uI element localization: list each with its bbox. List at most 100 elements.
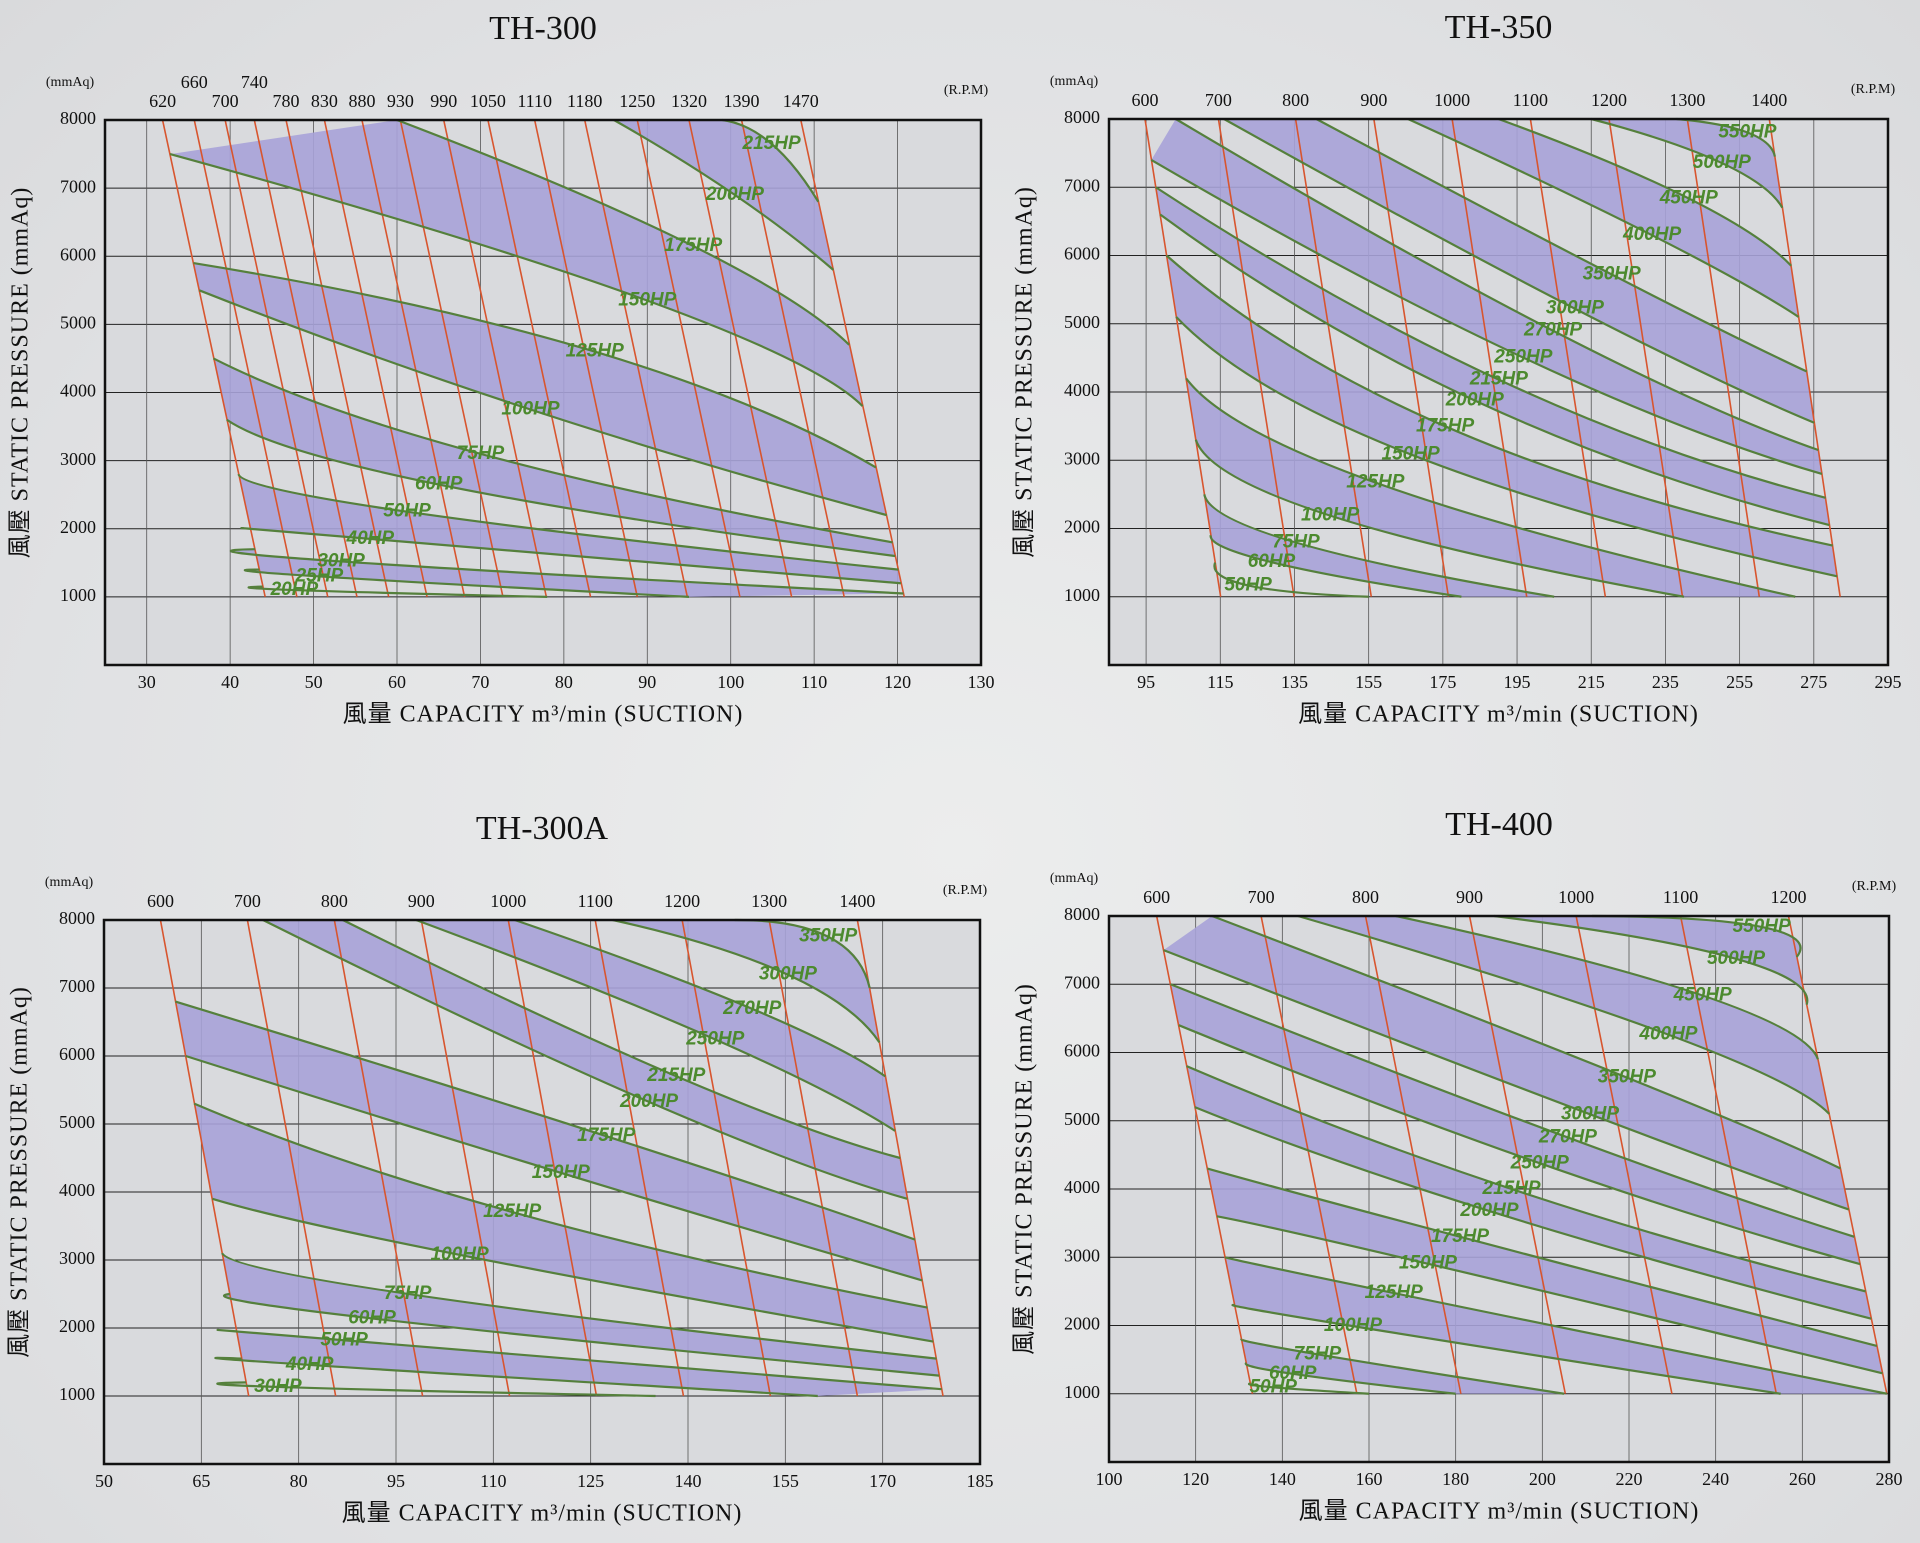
- hp-curve: [1175, 316, 1838, 578]
- y-tick-label: 5000: [59, 1112, 95, 1132]
- hp-label: 300HP: [1546, 298, 1604, 319]
- rpm-line: [420, 919, 511, 1397]
- hp-label: 200HP: [1459, 1200, 1518, 1221]
- hp-band: [1170, 984, 1860, 1265]
- hp-label: 175HP: [1416, 415, 1474, 436]
- rpm-label: 1200: [664, 891, 700, 911]
- x-axis-label: 風量 CAPACITY m³/min (SUCTION): [343, 702, 744, 728]
- x-tick-label: 140: [675, 1471, 702, 1491]
- chart-title: TH-300: [489, 10, 597, 47]
- rpm-label: 1300: [1669, 90, 1705, 110]
- hp-curve: [1231, 1303, 1781, 1395]
- x-axis-label: 風量 CAPACITY m³/min (SUCTION): [1299, 1499, 1700, 1525]
- hp-label: 250HP: [685, 1028, 744, 1049]
- x-tick-label: 200: [1529, 1469, 1556, 1489]
- hp-curve: [198, 289, 888, 517]
- rpm-line: [1787, 915, 1888, 1394]
- hp-curve: [240, 526, 902, 585]
- rpm-unit: (R.P.M): [944, 83, 989, 98]
- pressure-unit: (mmAq): [1050, 74, 1099, 89]
- x-tick-label: 80: [555, 672, 573, 692]
- x-tick-label: 280: [1876, 1469, 1903, 1489]
- hp-label: 215HP: [742, 133, 801, 154]
- hp-band: [222, 1253, 940, 1376]
- hp-label: 60HP: [1269, 1363, 1317, 1384]
- x-tick-label: 95: [387, 1471, 405, 1491]
- hp-label: 100HP: [1301, 505, 1359, 526]
- hp-label: 30HP: [254, 1376, 302, 1397]
- hp-curve: [1498, 117, 1792, 267]
- hp-curve: [1223, 118, 1815, 424]
- rpm-line: [594, 919, 685, 1397]
- rpm-line: [636, 119, 741, 598]
- y-tick-label: 6000: [60, 244, 96, 264]
- hp-label: 50HP: [1224, 574, 1272, 595]
- y-tick-label: 5000: [60, 313, 96, 333]
- hp-label: 175HP: [1431, 1226, 1489, 1247]
- plot-frame: [103, 118, 983, 667]
- hp-curve: [216, 1381, 656, 1398]
- hp-curve: [1395, 914, 1819, 1060]
- hp-label: 270HP: [1523, 320, 1582, 341]
- rpm-label: 700: [1205, 90, 1232, 110]
- rpm-label: 880: [348, 91, 375, 111]
- rpm-line: [1679, 915, 1778, 1394]
- x-tick-label: 30: [138, 672, 156, 692]
- hp-curve: [1315, 118, 1808, 373]
- hp-label: 125HP: [566, 341, 624, 362]
- rpm-label: 660: [181, 72, 208, 92]
- hp-label: 150HP: [1399, 1253, 1457, 1274]
- hp-band: [1204, 494, 1555, 597]
- hp-label: 250HP: [1493, 347, 1552, 368]
- hp-label: 270HP: [722, 998, 781, 1019]
- hp-band: [262, 920, 908, 1199]
- hp-label: 550HP: [1733, 916, 1791, 937]
- x-tick-label: 130: [968, 672, 995, 692]
- y-tick-label: 6000: [1064, 244, 1100, 264]
- rpm-label: 600: [1131, 90, 1158, 110]
- rpm-label: 1200: [1591, 90, 1627, 110]
- hp-curve: [1194, 1106, 1872, 1320]
- hp-label: 400HP: [1638, 1024, 1697, 1045]
- x-tick-label: 100: [717, 672, 744, 692]
- x-tick-label: 235: [1652, 672, 1679, 692]
- y-tick-label: 8000: [60, 108, 96, 128]
- rpm-line: [1260, 915, 1358, 1394]
- hp-curve: [185, 1054, 923, 1282]
- hp-label: 500HP: [1707, 948, 1765, 969]
- y-tick-label: 7000: [60, 176, 96, 196]
- hp-curve: [1207, 1167, 1878, 1348]
- x-tick-label: 260: [1789, 1469, 1816, 1489]
- rpm-line: [768, 919, 859, 1397]
- hp-band: [170, 120, 863, 407]
- y-tick-label: 2000: [1064, 1314, 1100, 1334]
- hp-band: [193, 263, 887, 516]
- hp-curve: [1213, 562, 1369, 598]
- rpm-unit: (R.P.M): [1852, 879, 1897, 894]
- hp-label: 100HP: [501, 399, 559, 420]
- hp-curve: [613, 119, 835, 271]
- hp-curve: [193, 261, 877, 469]
- x-axis-label: 風量 CAPACITY m³/min (SUCTION): [342, 1501, 743, 1527]
- chart-title: TH-350: [1445, 9, 1553, 46]
- hp-band: [1225, 1257, 1887, 1394]
- hp-label: 40HP: [285, 1354, 334, 1375]
- rpm-line: [253, 119, 358, 598]
- hp-label: 250HP: [1510, 1152, 1569, 1173]
- x-tick-label: 70: [471, 672, 489, 692]
- rpm-label: 780: [273, 91, 300, 111]
- rpm-label: 1000: [490, 891, 526, 911]
- hp-band: [1407, 119, 1799, 317]
- y-tick-label: 3000: [59, 1248, 95, 1268]
- rpm-label: 1200: [1770, 887, 1806, 907]
- x-tick-label: 80: [290, 1471, 308, 1491]
- hp-label: 125HP: [1365, 1282, 1423, 1303]
- x-tick-label: 295: [1875, 672, 1902, 692]
- hp-curve: [514, 918, 886, 1078]
- hp-curve: [1494, 914, 1809, 1006]
- x-tick-label: 120: [1182, 1469, 1209, 1489]
- hp-curve: [214, 1356, 818, 1398]
- rpm-label: 990: [430, 91, 457, 111]
- chart-panel: 1000 2000 3000 4000 5000 6000 7000 8000 95 115 135…: [1012, 9, 1902, 728]
- hp-label: 400HP: [1622, 224, 1681, 245]
